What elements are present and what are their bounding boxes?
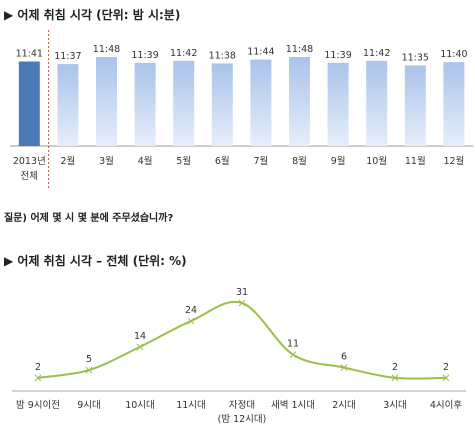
bar-category-label: 12월: [443, 155, 464, 167]
line-point: [289, 351, 297, 358]
bar-category-label: 5월: [176, 155, 191, 167]
line-chart-title: ▶ 어제 취침 시각 – 전체 (단위: %): [4, 254, 187, 268]
bar: [18, 61, 40, 147]
bar: [96, 57, 117, 146]
bar-category-label: 8월: [292, 155, 307, 167]
bar-data-label: 11:38: [209, 50, 236, 61]
bar-data-label: 11:39: [131, 50, 158, 61]
line-data-label: 6: [341, 352, 347, 363]
line-point: [85, 366, 93, 374]
bar: [57, 64, 79, 146]
bar: [250, 59, 272, 147]
bar: [134, 62, 156, 146]
bar-data-label: 11:40: [440, 49, 467, 60]
bar-category-label: 3월: [99, 155, 114, 167]
line-data-label: 5: [86, 354, 92, 365]
line-category-label: 2시대: [332, 400, 356, 411]
bar-data-label: 11:48: [93, 44, 120, 55]
bar: [327, 62, 349, 146]
line-category-label: 11시대: [176, 400, 206, 411]
bar-category-label: 10월: [366, 155, 387, 167]
bar: [366, 60, 388, 146]
bar-category-label: 6월: [215, 155, 230, 167]
bar: [211, 63, 233, 147]
bar-data-label: 11:42: [170, 48, 197, 59]
line-data-label: 24: [185, 305, 197, 316]
line-point: [187, 317, 195, 325]
bar-data-label: 11:37: [54, 51, 81, 62]
bar-category-label: 11월: [405, 155, 426, 167]
line-data-label: 2: [35, 362, 41, 373]
line-data-label: 2: [392, 362, 398, 373]
bar: [289, 57, 310, 146]
bar-category-label: 4월: [138, 155, 153, 167]
line-category-label: 9시대: [77, 400, 101, 411]
line-point: [34, 374, 42, 382]
line-data-label: 11: [287, 339, 299, 350]
line-category-label: 자정대: [229, 400, 255, 411]
line-category-label: 밤 9시이전: [16, 400, 60, 411]
line-series: [37, 300, 447, 380]
line-point: [238, 299, 246, 307]
bar-data-label: 11:48: [286, 44, 313, 55]
bar-category-label: 2월: [61, 155, 76, 167]
line-point: [340, 364, 348, 371]
line-category-label: 10시대: [125, 400, 155, 411]
bar: [443, 62, 465, 146]
bar-chart-title: ▶ 어제 취침 시각 (단위: 밤 시:분): [4, 8, 181, 22]
bar: [173, 60, 195, 146]
survey-question: 질문) 어제 몇 시 몇 분에 주무셨습니까?: [4, 213, 174, 224]
bar-category-label: 2013년: [13, 156, 46, 167]
bar-category-label: 7월: [254, 155, 269, 167]
bar: [404, 65, 426, 146]
line-data-label: 14: [134, 331, 146, 342]
line-data-label: 2: [443, 362, 449, 373]
line-category-label: 새벽 1시대: [271, 400, 315, 411]
bar-category-label: 전체: [21, 171, 38, 182]
line-category-label: (밤 12시대): [218, 414, 267, 425]
bar-data-label: 11:41: [16, 49, 43, 60]
line-point: [391, 374, 399, 382]
line-category-label: 4시이후: [430, 400, 463, 411]
line-data-label: 31: [236, 287, 248, 298]
bar-data-label: 11:44: [247, 47, 274, 58]
line-category-label: 3시대: [383, 400, 407, 411]
bar-category-label: 9월: [331, 155, 346, 167]
line-point: [136, 343, 144, 351]
bar-data-label: 11:42: [363, 48, 390, 59]
line-point: [442, 374, 450, 382]
bar-data-label: 11:35: [402, 52, 429, 63]
bar-data-label: 11:39: [324, 50, 351, 61]
